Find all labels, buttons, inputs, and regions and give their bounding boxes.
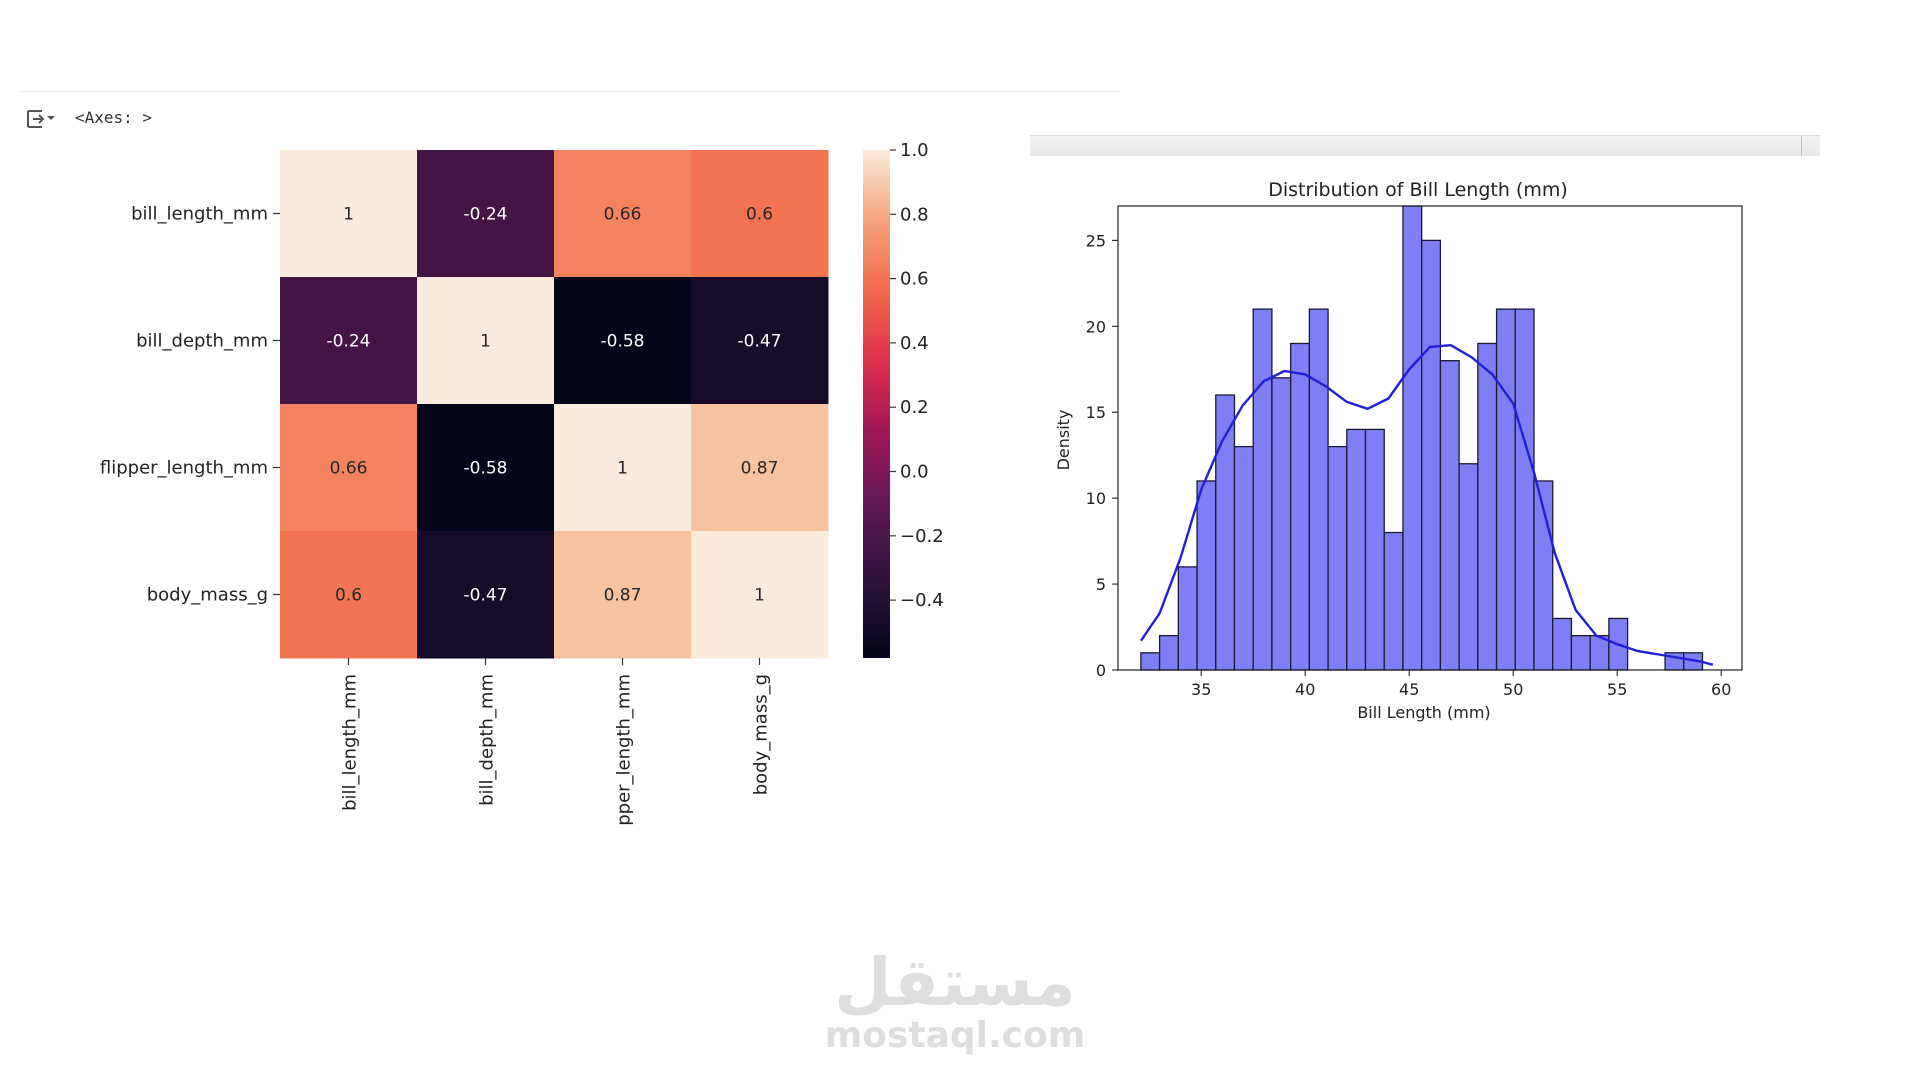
heatmap-cell — [554, 404, 692, 532]
heatmap-cell — [417, 531, 555, 659]
heatmap-cell — [417, 404, 555, 532]
histogram-bar — [1570, 634, 1591, 671]
heatmap-cell-label: -0.58 — [601, 332, 645, 352]
heatmap-cell-label: 0.6 — [335, 586, 362, 606]
heatmap-row-label: bill_depth_mm — [136, 331, 268, 352]
colorbar-tick-label: −0.2 — [900, 526, 944, 547]
heatmap-colorbar: 1.0 0.8 0.6 0.4 0.2 0.0 −0.2 −0.4 — [863, 140, 944, 658]
hist-y-tick-label: 5 — [1096, 575, 1106, 594]
colorbar-tick-label: 0.2 — [900, 397, 929, 418]
correlation-heatmap: 1 -0.24 0.66 0.6 -0.24 1 -0.58 -0.47 0.66 -0.58 1 0… — [100, 150, 829, 826]
output-prompt-text: <Axes: > — [75, 108, 153, 127]
heatmap-col-label: bill_length_mm — [340, 674, 361, 811]
histogram-bar — [1177, 566, 1198, 671]
histogram-bar — [1140, 652, 1161, 671]
histogram-bar — [1552, 617, 1573, 671]
heatmap-col-label: body_mass_g — [751, 674, 772, 795]
heatmap-row-label: flipper_length_mm — [100, 458, 268, 479]
heatmap-cell — [554, 531, 692, 659]
heatmap-cell-label: 0.87 — [741, 459, 779, 479]
heatmap-cell-label: -0.24 — [464, 205, 508, 225]
watermark-site: mostaql.com — [824, 1015, 1086, 1056]
heatmap-cell — [280, 150, 418, 278]
hist-title: Distribution of Bill Length (mm) — [1268, 179, 1568, 201]
heatmap-cell — [280, 531, 418, 659]
output-toggle-icon[interactable] — [26, 106, 56, 132]
heatmap-cell — [280, 404, 418, 532]
colorbar-tick-label: −0.4 — [900, 590, 944, 611]
histogram-bar — [1477, 342, 1498, 671]
colorbar-tick-label: 1.0 — [900, 140, 929, 161]
histogram-bar — [1346, 428, 1367, 671]
hist-ylabel: Density — [1054, 410, 1073, 471]
histogram-bar — [1196, 480, 1217, 671]
heatmap-cell — [417, 150, 555, 278]
colorbar-tick-label: 0.4 — [900, 333, 929, 354]
histogram-bar — [1421, 239, 1442, 671]
heatmap-cell — [691, 404, 829, 532]
hist-x-tick-label: 35 — [1191, 680, 1211, 699]
histogram-bar — [1383, 531, 1404, 671]
heatmap-cell — [280, 277, 418, 405]
heatmap-cell — [691, 531, 829, 659]
histogram-bar — [1327, 445, 1348, 671]
hist-x-tick-label: 55 — [1607, 680, 1627, 699]
heatmap-cell — [691, 150, 829, 278]
colorbar-tick-label: 0.6 — [900, 269, 929, 290]
heatmap-cell-label: -0.24 — [327, 332, 371, 352]
heatmap-cell-label: 0.87 — [604, 586, 642, 606]
kde-line — [1139, 343, 1714, 666]
watermark-logo: مستقل — [834, 944, 1076, 1021]
mostaql-watermark: مستقل mostaql.com — [820, 950, 1090, 1056]
histogram-bar — [1308, 308, 1329, 671]
histogram-bar — [1158, 634, 1179, 671]
hist-x-tick-label: 50 — [1503, 680, 1523, 699]
hist-x-tick-label: 60 — [1711, 680, 1731, 699]
histogram-bar — [1289, 342, 1311, 671]
histogram-bar — [1402, 205, 1423, 671]
colorbar-gradient — [863, 150, 890, 658]
colorbar-tick-label: 0.0 — [900, 462, 929, 483]
histogram-bar — [1458, 463, 1479, 671]
histogram-bar — [1233, 445, 1254, 671]
heatmap-cell-label: 0.66 — [330, 459, 368, 479]
heatmap-cell — [554, 150, 692, 278]
heatmap-cell-label: 0.66 — [604, 205, 642, 225]
hist-y-tick-label: 25 — [1086, 231, 1106, 250]
heatmap-cell-label: -0.58 — [464, 459, 508, 479]
heatmap-cell — [554, 277, 692, 405]
histogram-bar — [1439, 360, 1460, 671]
heatmap-cell-label: 1 — [343, 205, 354, 225]
heatmap-cell-label: 1 — [617, 459, 628, 479]
heatmap-row-label: bill_length_mm — [131, 204, 268, 225]
heatmap-cell-label: 1 — [754, 586, 765, 606]
histogram-bar — [1271, 377, 1292, 671]
heatmap-cell — [417, 277, 555, 405]
heatmap-cell-label: 1 — [480, 332, 491, 352]
hist-x-tick-label: 40 — [1295, 680, 1315, 699]
cell-separator — [20, 91, 1120, 92]
heatmap-col-label: bill_depth_mm — [477, 674, 498, 806]
output-scroll-bar — [1030, 135, 1820, 156]
histogram-bar — [1252, 308, 1273, 671]
heatmap-cell-label: -0.47 — [738, 332, 782, 352]
heatmap-cell-label: 0.6 — [746, 205, 773, 225]
hist-x-tick-label: 45 — [1399, 680, 1419, 699]
hist-y-tick-label: 15 — [1086, 403, 1106, 422]
histogram-bar — [1495, 308, 1516, 671]
histogram-bar — [1364, 428, 1385, 671]
heatmap-row-label: body_mass_g — [147, 585, 268, 606]
hist-y-tick-label: 10 — [1086, 489, 1106, 508]
heatmap-col-label: pper_length_mm — [614, 674, 635, 826]
heatmap-cell-label: -0.47 — [464, 586, 508, 606]
hist-xlabel: Bill Length (mm) — [1357, 703, 1490, 722]
bill-length-histogram: Distribution of Bill Length (mm) Bill Le… — [1054, 179, 1743, 722]
hist-y-tick-label: 20 — [1086, 317, 1106, 336]
hist-y-tick-label: 0 — [1096, 661, 1106, 680]
hist-axes-frame — [1117, 205, 1743, 671]
histogram-bar — [1514, 308, 1535, 671]
heatmap-cell — [691, 277, 829, 405]
colorbar-tick-label: 0.8 — [900, 204, 929, 225]
